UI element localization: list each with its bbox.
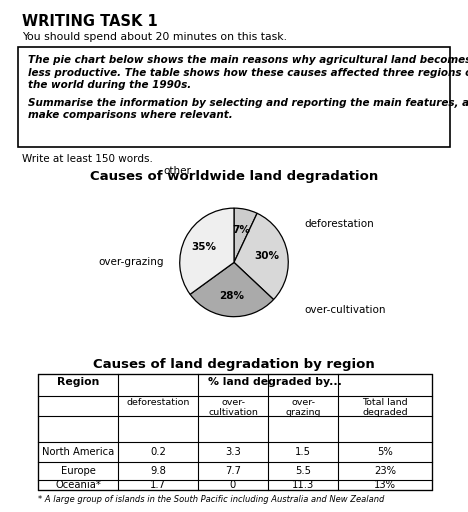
Text: % land degraded by...: % land degraded by... <box>208 377 342 387</box>
Text: 23%: 23% <box>374 466 396 476</box>
Text: North America: North America <box>42 447 114 457</box>
Text: 13%: 13% <box>374 480 396 490</box>
Text: deforestation: deforestation <box>305 220 374 229</box>
Text: 7.7: 7.7 <box>225 466 241 476</box>
Text: 0.2: 0.2 <box>150 447 166 457</box>
Text: 5.5: 5.5 <box>295 466 311 476</box>
Text: You should spend about 20 minutes on this task.: You should spend about 20 minutes on thi… <box>22 32 287 42</box>
Text: Oceania*: Oceania* <box>55 480 101 490</box>
Text: 5%: 5% <box>377 447 393 457</box>
Text: 1.7: 1.7 <box>150 480 166 490</box>
Wedge shape <box>190 262 274 316</box>
Text: over-grazing: over-grazing <box>98 258 163 267</box>
Text: Region: Region <box>57 377 99 387</box>
Text: 30%: 30% <box>255 251 279 261</box>
Text: the world during the 1990s.: the world during the 1990s. <box>28 80 191 90</box>
Text: 1.5: 1.5 <box>295 447 311 457</box>
Text: 0: 0 <box>230 480 236 490</box>
Text: make comparisons where relevant.: make comparisons where relevant. <box>28 110 233 120</box>
Bar <box>38 374 432 490</box>
Wedge shape <box>234 208 257 262</box>
Text: less productive. The table shows how these causes affected three regions of: less productive. The table shows how the… <box>28 68 468 77</box>
Text: The pie chart below shows the main reasons why agricultural land becomes: The pie chart below shows the main reaso… <box>28 55 468 65</box>
Text: Summarise the information by selecting and reporting the main features, and: Summarise the information by selecting a… <box>28 97 468 108</box>
Text: WRITING TASK 1: WRITING TASK 1 <box>22 14 158 29</box>
Text: * A large group of islands in the South Pacific including Australia and New Zeal: * A large group of islands in the South … <box>38 495 384 504</box>
Text: 9.8: 9.8 <box>150 466 166 476</box>
Text: Causes of worldwide land degradation: Causes of worldwide land degradation <box>90 170 378 183</box>
Bar <box>18 47 450 147</box>
Text: over-
cultivation: over- cultivation <box>208 398 258 417</box>
Text: other: other <box>163 165 191 176</box>
Text: Europe: Europe <box>60 466 95 476</box>
Text: over-
grazing: over- grazing <box>285 398 321 417</box>
Text: 35%: 35% <box>191 242 217 252</box>
Text: 28%: 28% <box>219 291 244 301</box>
Text: deforestation: deforestation <box>126 398 190 407</box>
Text: Total land
degraded: Total land degraded <box>362 398 408 417</box>
Wedge shape <box>180 208 234 294</box>
Text: over-cultivation: over-cultivation <box>305 305 386 315</box>
Wedge shape <box>234 214 288 300</box>
Text: 7%: 7% <box>233 225 250 234</box>
Text: 3.3: 3.3 <box>225 447 241 457</box>
Text: Write at least 150 words.: Write at least 150 words. <box>22 154 153 164</box>
Text: 11.3: 11.3 <box>292 480 314 490</box>
Text: Causes of land degradation by region: Causes of land degradation by region <box>93 358 375 371</box>
